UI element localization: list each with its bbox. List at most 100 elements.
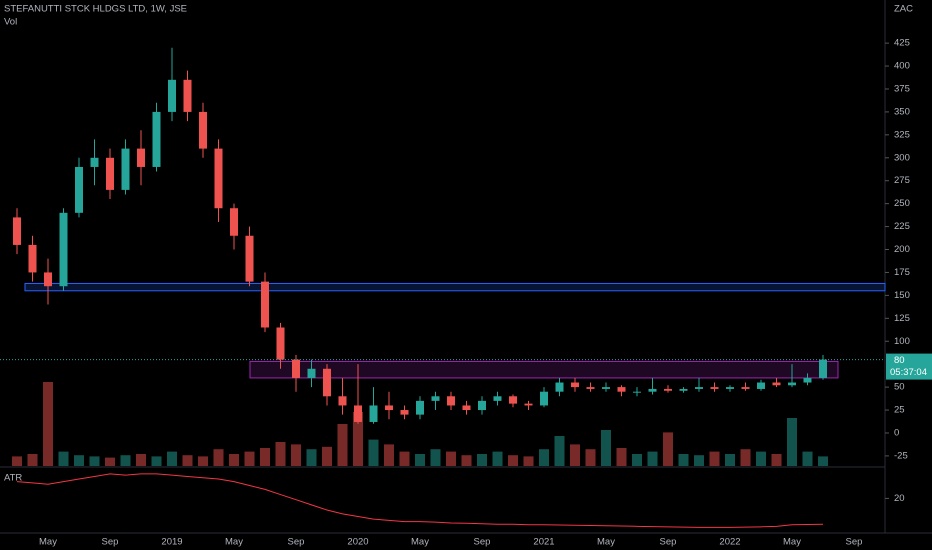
volume-bar	[725, 454, 735, 466]
volume-bar	[291, 444, 301, 466]
volume-bar	[306, 449, 317, 466]
candle-body	[633, 391, 641, 393]
volume-bar	[244, 451, 255, 466]
y-tick-label: 125	[894, 313, 910, 324]
volume-bar	[632, 454, 642, 466]
volume-bar	[182, 455, 193, 466]
x-tick-label: 2019	[161, 537, 182, 548]
candle-body	[571, 382, 579, 388]
candle-body	[13, 217, 21, 245]
volume-bar	[213, 449, 224, 466]
volume-bar	[678, 454, 689, 466]
candle-body	[726, 387, 734, 389]
volume-bar	[446, 451, 456, 466]
y-tick-label: 300	[894, 152, 910, 163]
x-tick-label: May	[411, 537, 429, 548]
volume-bar	[151, 456, 162, 466]
y-tick-label: 100	[894, 336, 910, 347]
candle-body	[447, 396, 455, 406]
candle-body	[462, 405, 471, 411]
y-tick-label: 425	[894, 38, 910, 49]
volume-bar	[368, 439, 379, 466]
y-tick-label: 400	[894, 61, 910, 72]
volume-bar	[616, 448, 627, 466]
candle-body	[788, 382, 796, 386]
candle-body	[276, 327, 285, 360]
candle-body	[292, 359, 300, 378]
volume-bar	[58, 451, 69, 466]
candle-body	[679, 388, 688, 391]
candle-body	[478, 400, 486, 411]
y-tick-label: 225	[894, 221, 910, 232]
candle-body	[617, 387, 626, 392]
candle-body	[354, 405, 362, 422]
candle-body	[106, 157, 114, 190]
candle-body	[245, 235, 254, 282]
zone	[249, 360, 839, 379]
x-tick-label: Sep	[288, 537, 305, 548]
candle-body	[602, 387, 610, 389]
x-tick-label: 2022	[719, 537, 740, 548]
candle-body	[757, 382, 765, 389]
x-tick-label: Sep	[660, 537, 677, 548]
volume-bar	[27, 454, 38, 466]
volume-bar	[802, 451, 813, 466]
candle-body	[183, 79, 192, 112]
candle-body	[121, 148, 130, 190]
volume-bar	[554, 436, 565, 466]
volume-bar	[384, 444, 394, 466]
volume-bar	[709, 451, 720, 466]
volume-bar	[322, 446, 332, 466]
volume-bar	[74, 455, 84, 466]
y-tick-label: 250	[894, 198, 910, 209]
volume-bar	[647, 451, 658, 466]
x-tick-label: May	[39, 537, 57, 548]
y-tick-label: 25	[894, 405, 905, 416]
atr-tick-label: 20	[894, 493, 905, 504]
candle-body	[90, 157, 99, 167]
y-tick-label: 50	[894, 382, 905, 393]
volume-bar	[430, 449, 441, 466]
y-tick-label: 375	[894, 83, 910, 94]
x-tick-label: Sep	[474, 537, 491, 548]
volume-bar	[275, 442, 286, 466]
candle-body	[586, 387, 595, 389]
candle-body	[338, 396, 347, 406]
countdown-label: 05:37:04	[890, 367, 927, 378]
candle-body	[230, 208, 238, 236]
volume-bar	[539, 449, 549, 466]
candle-body	[772, 382, 781, 386]
y-tick-label: 350	[894, 106, 910, 117]
x-tick-label: Sep	[846, 537, 863, 548]
candle-body	[416, 400, 424, 415]
volume-bar	[89, 456, 100, 466]
y-tick-label: 150	[894, 290, 910, 301]
volume-bar	[787, 418, 797, 466]
volume-bar	[756, 451, 766, 466]
candle-body	[261, 281, 269, 328]
candle-body	[695, 387, 703, 389]
candle-body	[555, 382, 564, 392]
chart-title: STEFANUTTI STCK HLDGS LTD, 1W, JSE	[4, 4, 187, 15]
volume-bar	[523, 456, 534, 466]
y-tick-label: 175	[894, 267, 910, 278]
volume-bar	[477, 454, 487, 466]
candle-body	[59, 212, 68, 287]
volume-bar	[229, 454, 239, 466]
volume-bar	[461, 455, 472, 466]
candle-body	[664, 388, 672, 391]
indicator-label: ATR	[4, 473, 22, 484]
candle-body	[199, 111, 207, 149]
candle-body	[152, 111, 161, 167]
volume-bar	[260, 448, 270, 466]
candle-body	[400, 410, 409, 415]
candle-body	[44, 272, 52, 287]
volume-bar	[663, 432, 673, 466]
volume-bar	[492, 451, 503, 466]
candle-body	[137, 148, 145, 167]
volume-bar	[399, 451, 410, 466]
y-tick-label: 325	[894, 129, 910, 140]
volume-bar	[43, 382, 53, 466]
volume-bar	[136, 454, 146, 466]
candle-body	[524, 403, 533, 406]
